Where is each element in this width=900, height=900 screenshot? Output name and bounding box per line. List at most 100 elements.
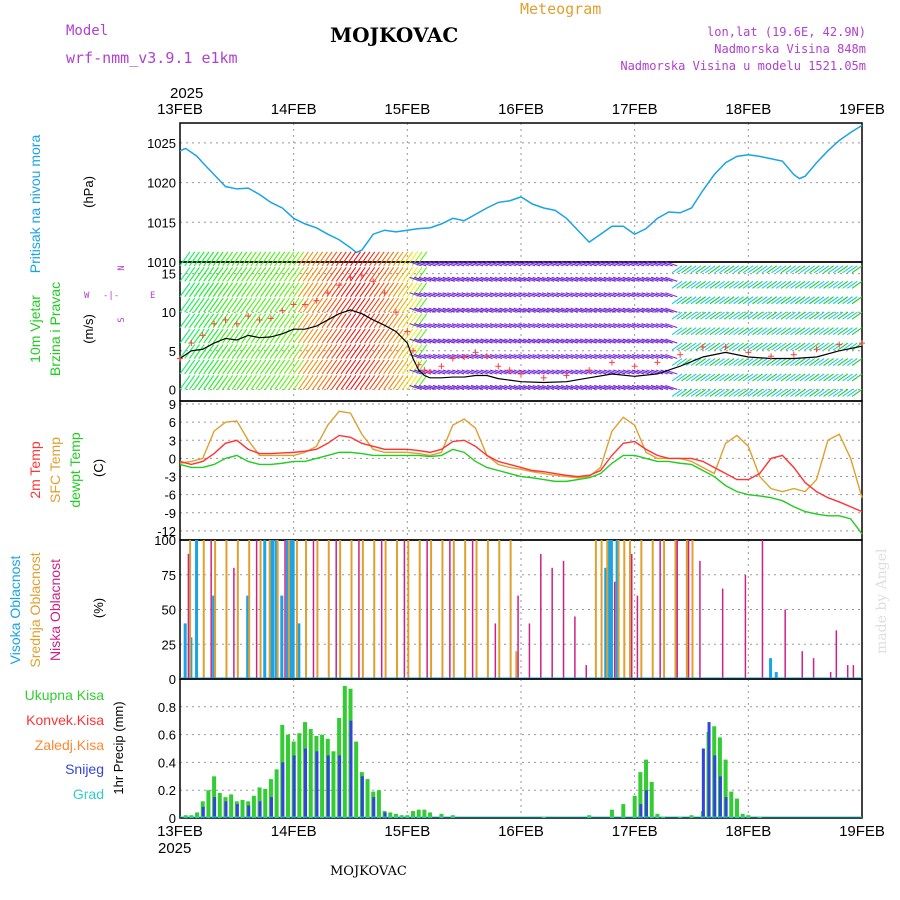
wind-barb: [279, 282, 290, 298]
precip-bar-total: [655, 813, 660, 818]
wind-barb: [350, 266, 361, 282]
wind-barb: [288, 375, 300, 390]
wind-barb: [641, 261, 654, 267]
wind-barb: [250, 328, 262, 344]
wind-barb: [570, 276, 583, 282]
model-altitude-label: Nadmorska Visina u modelu 1521.05m: [620, 59, 866, 73]
wind-barb: [594, 307, 607, 313]
wind-barb: [837, 358, 849, 366]
wind-barb: [851, 358, 863, 366]
wind-barb: [709, 296, 721, 305]
wind-barb: [193, 344, 205, 359]
wind-barb: [368, 359, 380, 375]
precip-bar-total: [251, 795, 256, 818]
y-tick-label: 25: [162, 637, 176, 652]
wind-barb: [794, 358, 806, 366]
wind-barb: [728, 296, 740, 305]
wind-barb: [695, 296, 707, 305]
wind-barb: [494, 338, 507, 344]
wind-barb: [804, 342, 815, 351]
wind-barb: [350, 251, 361, 267]
wind-barb: [575, 292, 588, 298]
wind-barb: [499, 292, 512, 298]
wind-barb: [733, 388, 744, 397]
temp-title-sfc: SFC Temp: [47, 437, 63, 503]
wind-barb: [813, 311, 825, 320]
wind-barb: [766, 342, 778, 351]
wind-barb: [541, 354, 555, 360]
wind-barb: [532, 323, 545, 329]
wind-barb: [383, 344, 395, 359]
wind-barb: [513, 384, 526, 390]
wind-barb: [274, 251, 286, 267]
wind-barb: [714, 327, 725, 336]
wind-barb: [307, 328, 319, 344]
wind-title-line2: Brzina i Pravac: [47, 282, 63, 376]
wind-barb: [414, 276, 427, 282]
wind-barb: [828, 388, 839, 397]
wind-barb: [676, 373, 688, 382]
wind-barb: [397, 282, 409, 298]
precip-bar-total: [320, 734, 325, 818]
wind-barb: [671, 327, 683, 336]
wind-barb: [340, 297, 352, 313]
wind-barb: [231, 344, 243, 359]
wind-barb: [546, 354, 560, 360]
wind-barb: [809, 327, 820, 336]
x-tick-label-top: 13FEB: [157, 101, 203, 118]
wind-barb: [494, 261, 507, 267]
wind-barb: [283, 297, 295, 313]
wind-barb: [302, 375, 314, 390]
wind-barb: [297, 344, 309, 359]
wind-barb: [775, 311, 787, 320]
wind-barb: [804, 358, 815, 366]
precip-bar-total: [354, 741, 359, 818]
wind-barb: [660, 384, 673, 390]
wind-barb: [293, 297, 305, 313]
wind-barb: [387, 375, 399, 390]
cloud-bar: [574, 616, 576, 679]
precip-bar-snow: [372, 797, 376, 818]
wind-barb: [269, 375, 281, 390]
precip-bar-snow: [235, 804, 239, 818]
wind-barb: [622, 338, 635, 344]
wind-barb: [700, 373, 711, 382]
wind-barb: [589, 292, 602, 298]
wind-barb: [752, 358, 763, 366]
wind-barb: [316, 251, 328, 267]
wind-barb: [723, 358, 735, 366]
wind-barb: [392, 313, 404, 328]
wind-barb: [423, 307, 436, 313]
wind-barb: [307, 266, 319, 282]
pressure-title: Pritisak na nivou mora: [27, 135, 43, 274]
cloud-bar: [183, 623, 187, 679]
wind-barb: [378, 251, 390, 267]
wind-barb: [650, 261, 664, 267]
compass-e: E: [150, 291, 155, 301]
cloud-title-high: Visoka Oblacnost: [7, 556, 23, 665]
wind-barb: [681, 358, 692, 366]
wind-barb: [414, 354, 427, 360]
wind-barb: [546, 369, 560, 375]
wind-barb: [288, 251, 300, 267]
wind-compass: W E N S -|-: [84, 265, 155, 322]
precip-bar-snow: [269, 797, 273, 818]
wind-barb: [193, 328, 205, 344]
wind-barb: [719, 373, 730, 382]
wind-barb: [608, 354, 621, 360]
wind-barb: [350, 282, 361, 298]
wind-barb: [650, 307, 664, 313]
precip-bar-total: [217, 792, 222, 818]
wind-barb: [226, 359, 238, 375]
wind-barb: [354, 297, 366, 313]
wind-barb: [790, 342, 801, 351]
wind-barb: [780, 296, 792, 305]
temp-title-2m: 2m Temp: [27, 441, 43, 499]
wind-barb: [733, 280, 744, 289]
wind-barb: [283, 328, 295, 344]
wind-barb: [368, 328, 380, 344]
y-tick-label: 15: [162, 267, 176, 282]
wind-barb: [274, 328, 286, 344]
wind-barb: [799, 388, 811, 397]
wind-barb: [378, 297, 390, 313]
